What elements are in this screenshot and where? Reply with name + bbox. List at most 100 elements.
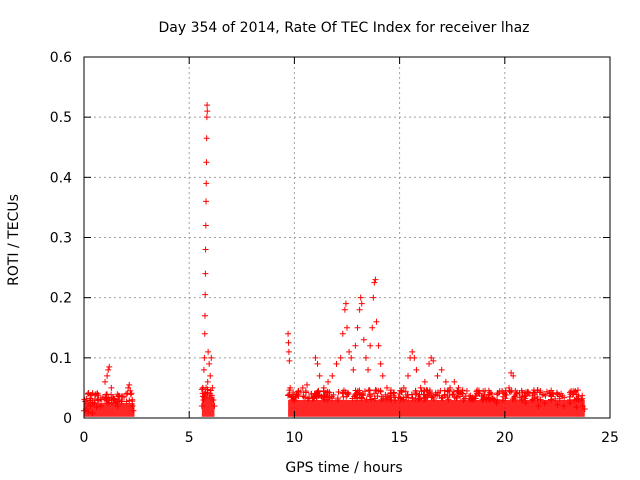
data-point (91, 399, 98, 406)
band-point (559, 392, 566, 399)
band-point (548, 387, 555, 394)
data-point (360, 336, 367, 343)
data-point (312, 354, 319, 361)
data-points (81, 102, 588, 417)
dense-band (201, 396, 215, 417)
band-point (578, 396, 585, 403)
band-point (534, 394, 541, 401)
data-point (388, 390, 395, 397)
data-point (130, 407, 137, 414)
data-point (506, 384, 513, 391)
data-point (85, 408, 92, 415)
data-point (99, 393, 106, 400)
y-tick-label: 0.4 (50, 170, 72, 186)
y-axis-label: ROTI / TECUs (6, 194, 22, 286)
band-point (556, 393, 563, 400)
data-point (480, 393, 487, 400)
data-point (211, 402, 218, 409)
data-point (97, 402, 104, 409)
band-point (359, 391, 366, 398)
band-point (457, 393, 464, 400)
band-point (495, 390, 502, 397)
data-point (285, 339, 292, 346)
band-point (412, 396, 419, 403)
data-point (417, 384, 424, 391)
data-point (207, 372, 214, 379)
band-point (547, 390, 554, 397)
x-tick-label: 5 (185, 430, 194, 446)
band-point (354, 387, 361, 394)
data-point (518, 396, 525, 403)
dense-band (288, 399, 585, 417)
data-point (201, 354, 208, 361)
band-point (430, 392, 437, 399)
data-point (202, 222, 209, 229)
data-point (285, 330, 292, 337)
band-point (114, 391, 121, 398)
data-point (434, 372, 441, 379)
data-point (325, 378, 332, 385)
band-point (575, 393, 582, 400)
band-point (513, 390, 520, 397)
band-point (499, 387, 506, 394)
data-point (210, 396, 217, 403)
band-point (378, 393, 385, 400)
data-point (372, 276, 379, 283)
x-tick-label: 0 (80, 430, 89, 446)
axis-ticks: 0 5 10 15 20 25 0 0.1 0.2 0.3 0.4 0.5 0.6 (50, 50, 619, 446)
data-point (455, 384, 462, 391)
band-point (450, 388, 457, 395)
data-point (126, 381, 133, 388)
data-point (344, 324, 350, 331)
data-point (209, 384, 216, 391)
data-point (110, 396, 117, 403)
data-point (365, 366, 372, 373)
data-point (106, 363, 113, 370)
band-point (334, 395, 341, 402)
data-point (204, 102, 211, 109)
data-point (451, 378, 458, 385)
data-point (114, 402, 121, 409)
data-point (118, 398, 125, 405)
band-point (343, 393, 350, 400)
data-point (333, 360, 340, 367)
band-point (567, 391, 574, 398)
y-tick-label: 0.6 (50, 50, 72, 66)
data-point (356, 306, 363, 313)
data-point (373, 318, 380, 325)
band-point (372, 386, 379, 393)
data-point (202, 270, 209, 277)
data-point (342, 300, 349, 307)
x-tick-label: 15 (391, 430, 409, 446)
band-point (445, 396, 452, 403)
band-point (207, 387, 214, 394)
data-point (104, 372, 111, 379)
data-point (200, 366, 207, 373)
grid-lines (84, 57, 610, 418)
data-point (379, 372, 386, 379)
band-point (539, 391, 546, 398)
data-point (203, 159, 210, 166)
data-point (308, 390, 315, 397)
band-point (416, 395, 423, 402)
data-point (204, 378, 211, 385)
data-point (295, 387, 302, 394)
band-point (537, 388, 544, 395)
band-point (87, 392, 94, 399)
chart-title: Day 354 of 2014, Rate Of TEC Index for r… (158, 20, 529, 36)
data-point (508, 369, 515, 376)
band-point (480, 388, 487, 395)
data-point (289, 393, 296, 400)
data-point (510, 372, 517, 379)
band-point (469, 394, 476, 401)
x-tick-label: 25 (601, 430, 619, 446)
data-point (501, 390, 508, 397)
data-point (102, 378, 109, 385)
data-point (560, 402, 567, 409)
data-point (579, 402, 586, 409)
band-point (320, 393, 327, 400)
band-point (438, 395, 445, 402)
data-point (357, 294, 364, 301)
band-point (290, 389, 297, 396)
